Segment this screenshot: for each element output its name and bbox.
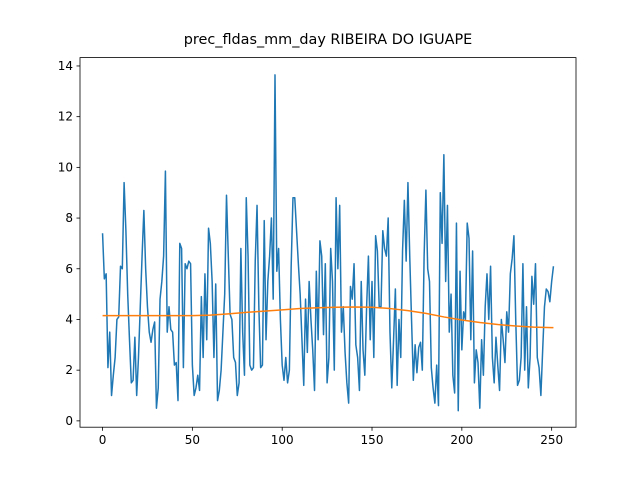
y-tick-label: 6 [65,262,73,276]
y-tick-label: 10 [58,160,73,174]
chart-title: prec_fldas_mm_day RIBEIRA DO IGUAPE [184,32,473,48]
x-tick-label: 0 [99,433,107,447]
y-tick-label: 8 [65,211,73,225]
y-tick-label: 4 [65,312,73,326]
y-tick-label: 14 [58,59,73,73]
data-line [102,306,554,329]
x-tick-label: 250 [540,433,563,447]
y-tick-label: 12 [58,110,73,124]
x-tick-label: 100 [271,433,294,447]
plot-frame [79,57,577,428]
y-tick-label: 2 [65,363,73,377]
data-line [101,74,555,412]
x-tick-label: 150 [361,433,384,447]
x-tick-label: 200 [450,433,473,447]
x-tick-label: 50 [185,433,200,447]
y-tick-label: 0 [65,414,73,428]
